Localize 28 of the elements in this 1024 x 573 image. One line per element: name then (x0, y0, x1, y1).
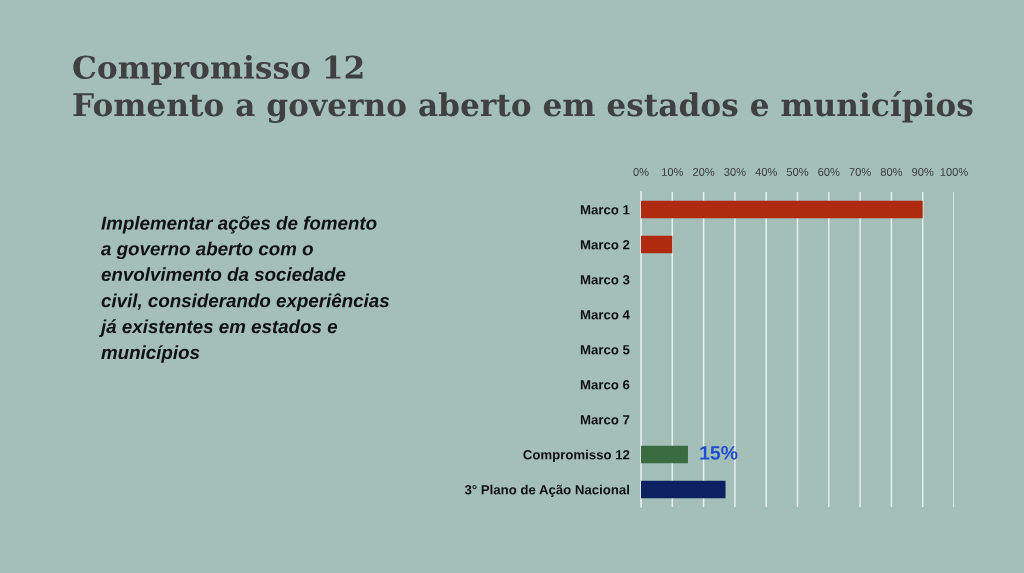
bar (641, 480, 726, 499)
y-tick-label: Marco 5 (580, 345, 630, 355)
y-tick-label: Marco 6 (580, 380, 630, 390)
x-tick-label: 0% (633, 168, 649, 176)
x-tick-label: 60% (818, 168, 840, 176)
y-tick-label: Marco 3 (580, 275, 630, 285)
y-tick-label: Marco 4 (580, 310, 630, 320)
bar (641, 235, 673, 254)
x-tick-label: 90% (912, 168, 934, 176)
y-tick-label: Marco 2 (580, 240, 630, 250)
x-tick-label: 50% (786, 168, 809, 176)
y-tick-label: Compromisso 12 (523, 449, 630, 463)
x-tick-label: 30% (724, 168, 746, 176)
bar (641, 445, 688, 464)
x-tick-label: 80% (880, 168, 903, 176)
x-tick-label: 20% (693, 168, 715, 176)
x-tick-label: 10% (662, 168, 684, 176)
chart-subtitle: Fomento a governo aberto em estados e municípios (73, 91, 973, 123)
y-tick-label: Marco 7 (580, 415, 630, 425)
bar (641, 200, 923, 219)
x-tick-label: 70% (849, 168, 871, 176)
y-tick-label: Marco 1 (580, 205, 630, 215)
text: Compromisso 12 (73, 54, 363, 86)
data-label: 15% (700, 446, 738, 460)
y-tick-label: 3° Plano de Ação Nacional (464, 484, 629, 498)
text: Implementar ações de fomento a governo aberto com o envolvimento da sociedade civil, considerando experiências já existentes em estados e municípios (98, 216, 390, 363)
x-tick-label: 40% (755, 168, 777, 176)
x-tick-label: 100% (940, 168, 968, 176)
